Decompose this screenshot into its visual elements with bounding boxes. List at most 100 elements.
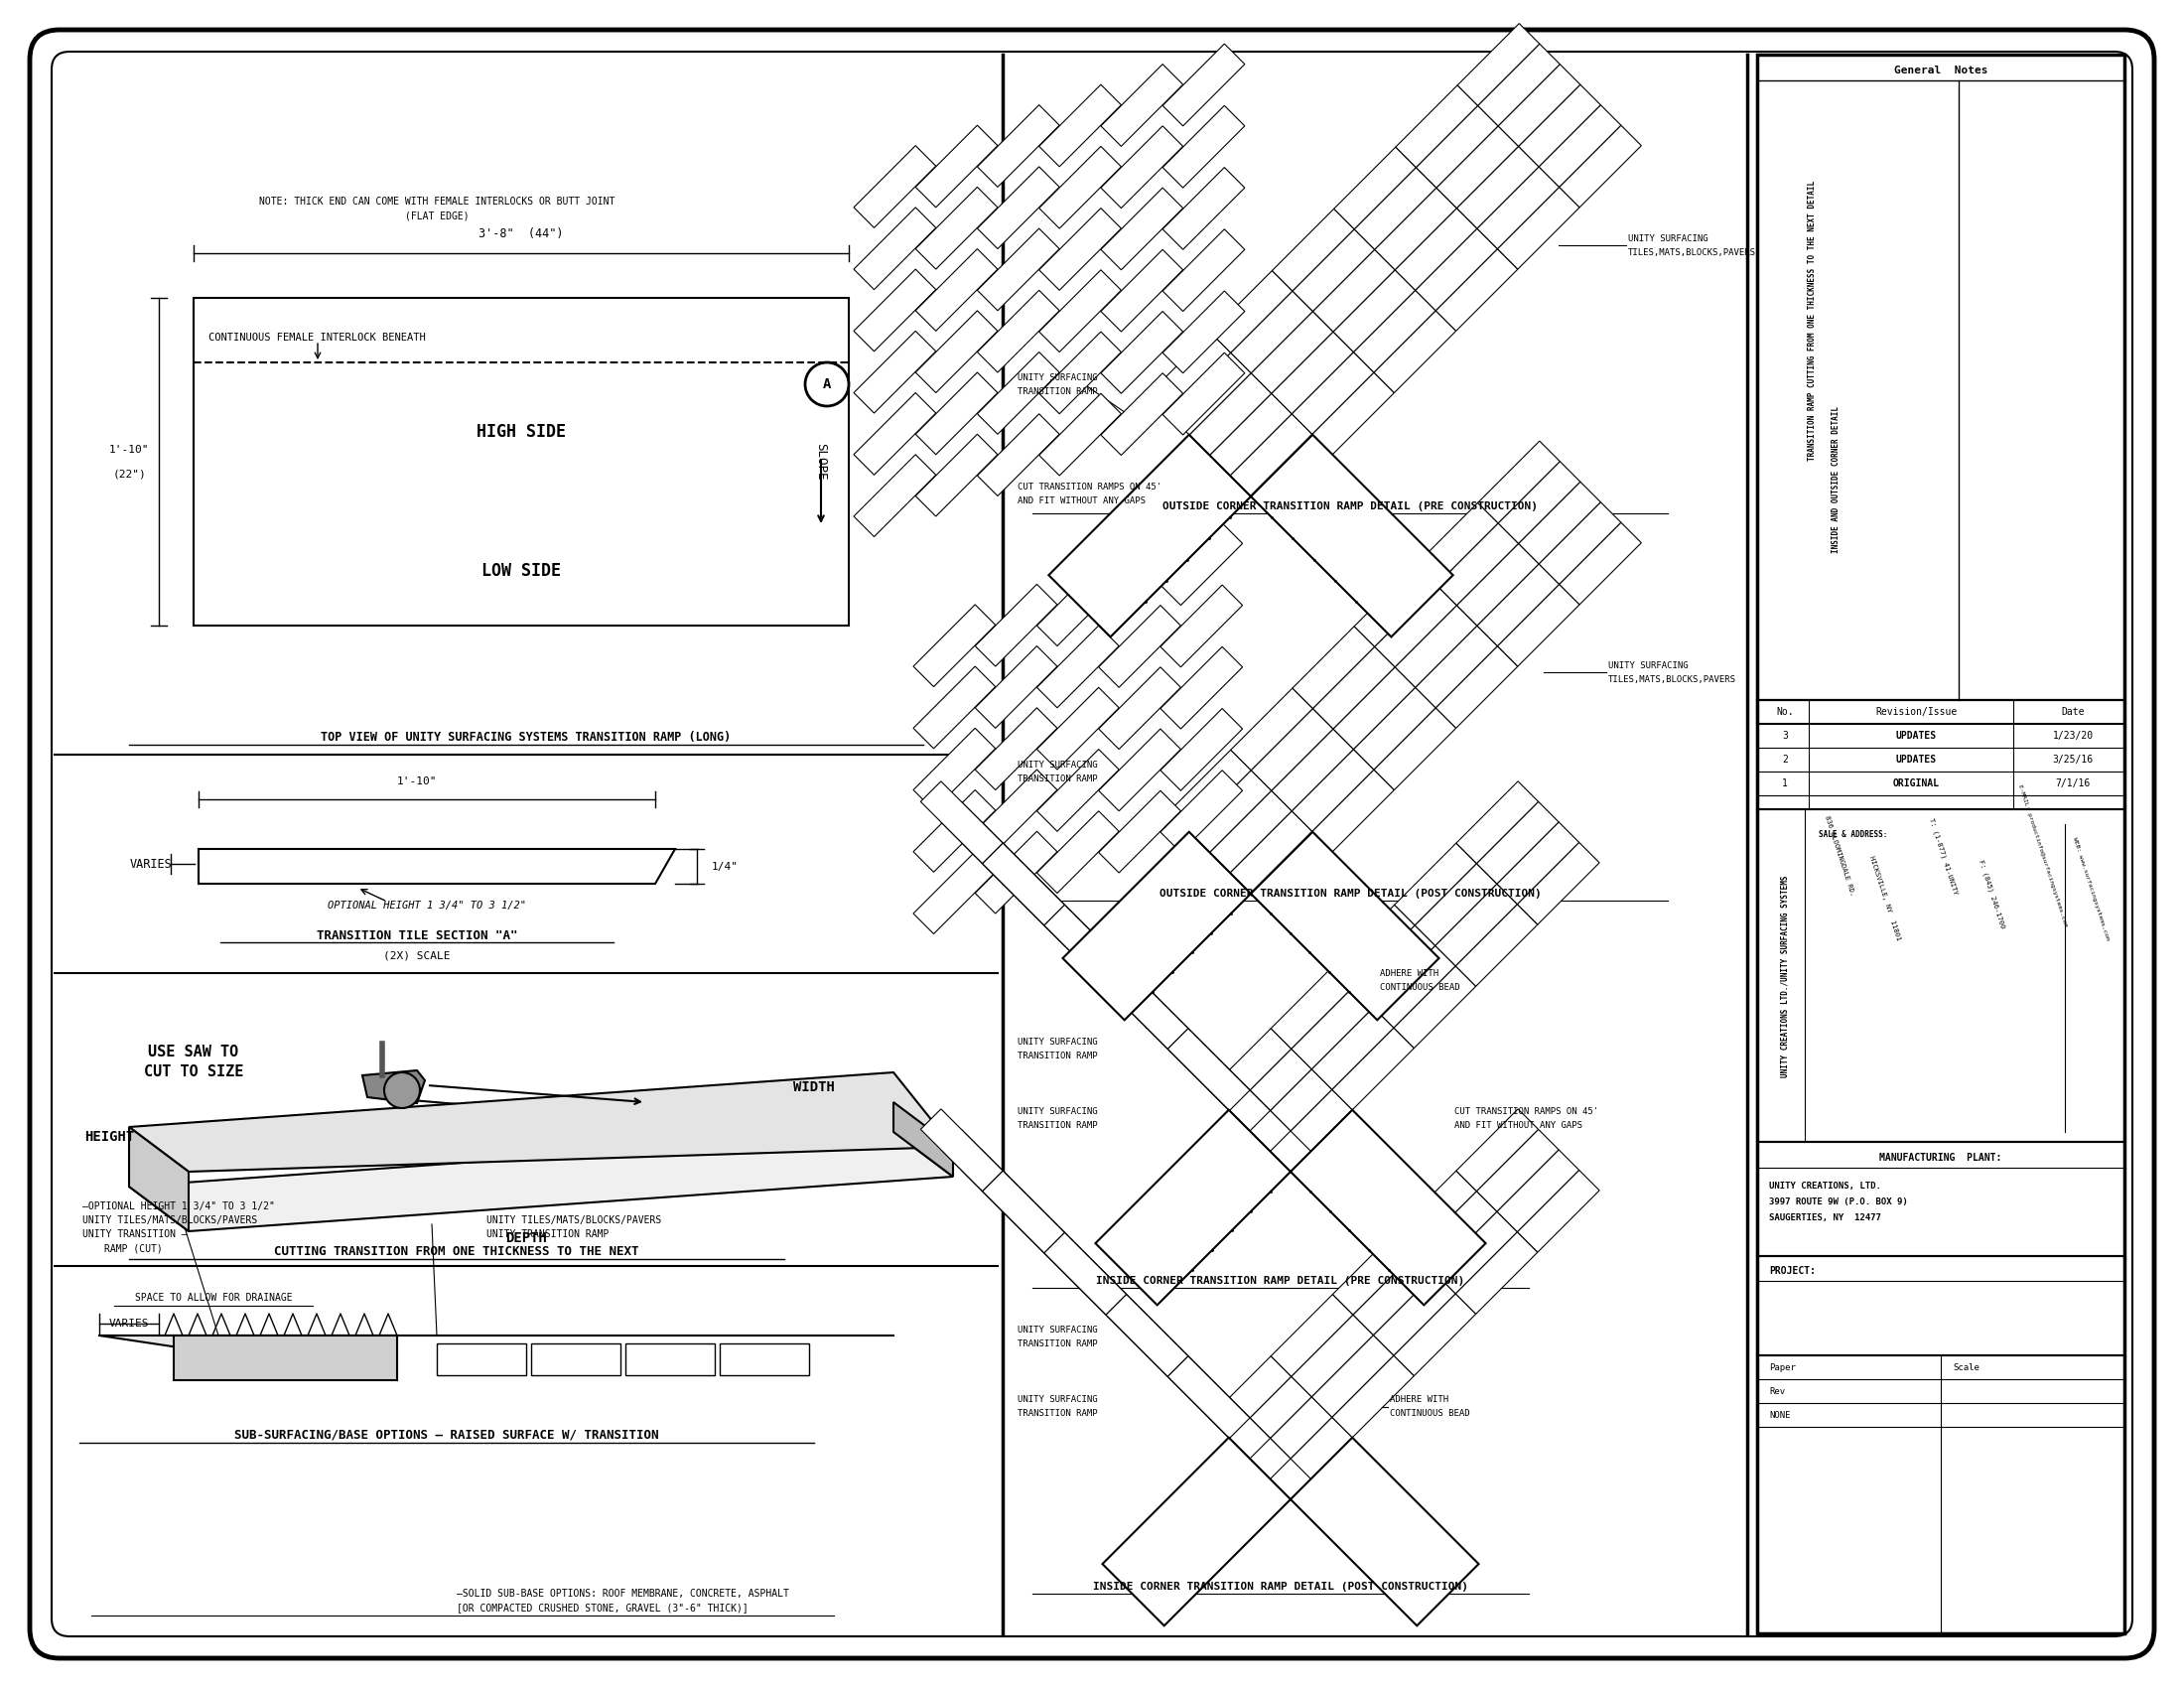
Polygon shape (1435, 647, 1518, 728)
Polygon shape (1415, 106, 1498, 187)
Polygon shape (1002, 864, 1085, 945)
Polygon shape (1396, 208, 1476, 290)
Polygon shape (1190, 770, 1271, 852)
Polygon shape (941, 802, 1022, 885)
Text: USE SAW TO: USE SAW TO (149, 1045, 238, 1060)
Text: CUT TO SIZE: CUT TO SIZE (144, 1065, 242, 1080)
Polygon shape (915, 125, 998, 208)
Polygon shape (1022, 885, 1105, 966)
Polygon shape (941, 1129, 1022, 1212)
Polygon shape (1040, 393, 1120, 476)
Polygon shape (1188, 1376, 1271, 1458)
Text: CUT TRANSITION RAMPS ON 45': CUT TRANSITION RAMPS ON 45' (1018, 483, 1162, 491)
Polygon shape (1230, 1418, 1310, 1499)
Text: TRANSITION RAMP: TRANSITION RAMP (1018, 1340, 1099, 1349)
Text: HEIGHT: HEIGHT (85, 1129, 133, 1144)
Polygon shape (1160, 770, 1243, 852)
Text: CONTINUOUS BEAD: CONTINUOUS BEAD (1389, 1409, 1470, 1418)
Text: A: A (823, 378, 832, 392)
Bar (531, 1344, 620, 1376)
Polygon shape (1147, 1008, 1230, 1089)
Polygon shape (1559, 125, 1642, 208)
Polygon shape (1044, 905, 1127, 987)
Polygon shape (974, 584, 1057, 667)
Polygon shape (1374, 586, 1457, 667)
Bar (1758, 701, 2125, 809)
Polygon shape (1396, 84, 1479, 167)
Text: UNITY SURFACING: UNITY SURFACING (1018, 760, 1099, 770)
Polygon shape (1271, 1418, 1352, 1499)
Bar (1758, 1256, 2125, 1355)
Polygon shape (976, 414, 1059, 496)
Polygon shape (1251, 832, 1439, 1020)
Polygon shape (1230, 290, 1313, 373)
Polygon shape (1393, 966, 1476, 1048)
Polygon shape (1208, 1398, 1291, 1479)
Polygon shape (1166, 1355, 1249, 1438)
Polygon shape (1147, 1335, 1230, 1418)
Polygon shape (1313, 770, 1393, 852)
Polygon shape (1105, 967, 1188, 1048)
Text: ADHERE WITH: ADHERE WITH (1380, 969, 1439, 977)
Polygon shape (363, 1070, 426, 1104)
Text: WEB: www.surfacingsystems.com: WEB: www.surfacingsystems.com (2073, 837, 2110, 940)
Polygon shape (1249, 1398, 1332, 1479)
Polygon shape (1332, 1355, 1413, 1438)
Polygon shape (915, 434, 998, 517)
Text: 1: 1 (1782, 778, 1789, 788)
Polygon shape (1437, 127, 1518, 208)
Polygon shape (1518, 1170, 1599, 1252)
Polygon shape (1127, 987, 1208, 1069)
Text: DEPTH: DEPTH (505, 1231, 546, 1246)
Polygon shape (1162, 230, 1245, 311)
Polygon shape (1166, 1028, 1249, 1111)
Polygon shape (974, 707, 1057, 790)
Text: 3/25/16: 3/25/16 (2053, 755, 2092, 765)
Text: (FLAT EDGE): (FLAT EDGE) (404, 211, 470, 221)
Polygon shape (1415, 503, 1498, 586)
Text: UNITY SURFACING: UNITY SURFACING (1018, 1396, 1099, 1404)
Text: Revision/Issue: Revision/Issue (1876, 707, 1957, 717)
Polygon shape (983, 1171, 1064, 1252)
Polygon shape (1393, 842, 1476, 925)
Polygon shape (961, 822, 1044, 905)
Polygon shape (1210, 1028, 1291, 1111)
Polygon shape (1374, 1273, 1455, 1355)
Polygon shape (1101, 311, 1184, 393)
Polygon shape (1249, 832, 1332, 913)
Polygon shape (981, 842, 1064, 925)
Polygon shape (1313, 1335, 1393, 1418)
Polygon shape (1498, 187, 1579, 268)
Polygon shape (98, 1335, 397, 1381)
Polygon shape (1271, 967, 1354, 1048)
Polygon shape (1210, 393, 1291, 476)
Text: AND FIT WITHOUT ANY GAPS: AND FIT WITHOUT ANY GAPS (1455, 1121, 1583, 1131)
Text: 836 BLOOMINGDALE RD.: 836 BLOOMINGDALE RD. (1824, 815, 1856, 896)
Polygon shape (1540, 501, 1621, 584)
Text: OUTSIDE CORNER TRANSITION RAMP DETAIL (POST CONSTRUCTION): OUTSIDE CORNER TRANSITION RAMP DETAIL (P… (1160, 888, 1542, 898)
Polygon shape (1101, 187, 1184, 270)
Polygon shape (1415, 864, 1496, 945)
Polygon shape (1334, 147, 1415, 230)
Polygon shape (1332, 270, 1415, 353)
Polygon shape (1313, 1008, 1393, 1089)
Polygon shape (1291, 987, 1374, 1069)
Polygon shape (983, 842, 1064, 925)
Polygon shape (1105, 1293, 1188, 1376)
Polygon shape (1168, 1355, 1249, 1438)
Text: HIGH SIDE: HIGH SIDE (476, 424, 566, 441)
Polygon shape (1210, 1355, 1291, 1438)
Text: CONTINUOUS BEAD: CONTINUOUS BEAD (1380, 982, 1459, 991)
Polygon shape (1374, 707, 1457, 790)
Text: UPDATES: UPDATES (1896, 755, 1937, 765)
Text: TRANSITION RAMP: TRANSITION RAMP (1018, 1409, 1099, 1418)
Polygon shape (1168, 1028, 1249, 1111)
Polygon shape (1479, 441, 1559, 523)
Text: TRANSITION RAMP: TRANSITION RAMP (1018, 775, 1099, 783)
Text: CUTTING TRANSITION FROM ONE THICKNESS TO THE NEXT: CUTTING TRANSITION FROM ONE THICKNESS TO… (275, 1246, 640, 1259)
Text: CONTINUOUS FEMALE INTERLOCK BENEATH: CONTINUOUS FEMALE INTERLOCK BENEATH (207, 333, 426, 343)
Polygon shape (1393, 1171, 1476, 1252)
Bar (625, 1344, 714, 1376)
Polygon shape (1455, 905, 1538, 986)
Polygon shape (1354, 925, 1435, 1008)
